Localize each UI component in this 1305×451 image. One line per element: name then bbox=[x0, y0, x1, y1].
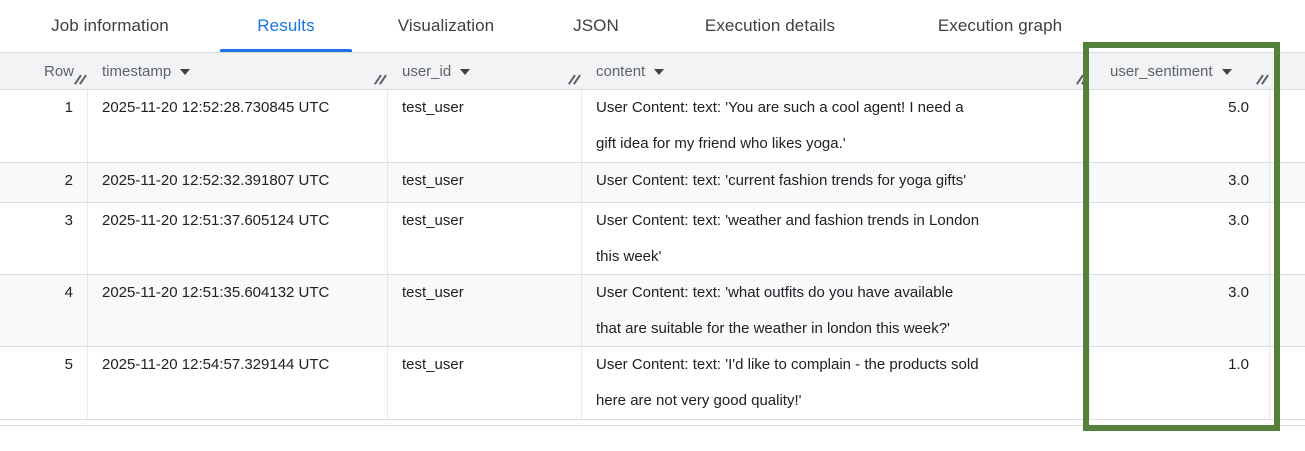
column-header-timestamp-label: timestamp bbox=[102, 63, 172, 80]
tab-execution-details[interactable]: Execution details bbox=[668, 0, 872, 52]
cell-user-id: test_user bbox=[388, 347, 582, 419]
cell-timestamp: 2025-11-20 12:51:37.605124 UTC bbox=[88, 203, 388, 274]
cell-trailing-pad bbox=[1270, 275, 1305, 346]
cell-content: User Content: text: 'weather and fashion… bbox=[582, 203, 1090, 274]
cell-timestamp: 2025-11-20 12:51:35.604132 UTC bbox=[88, 275, 388, 346]
cell-user-id: test_user bbox=[388, 163, 582, 202]
tab-job-information[interactable]: Job information bbox=[16, 0, 204, 52]
tab-json-label: JSON bbox=[573, 16, 619, 35]
column-header-content-label: content bbox=[596, 63, 646, 80]
cell-trailing-pad bbox=[1270, 203, 1305, 274]
column-header-user-id[interactable]: user_id bbox=[388, 53, 582, 90]
cell-user-sentiment: 3.0 bbox=[1090, 163, 1270, 202]
table-row[interactable]: 1 2025-11-20 12:52:28.730845 UTC test_us… bbox=[0, 90, 1305, 163]
chevron-down-icon[interactable] bbox=[460, 68, 471, 75]
cell-row-number: 3 bbox=[0, 203, 88, 274]
table-row[interactable]: 5 2025-11-20 12:54:57.329144 UTC test_us… bbox=[0, 347, 1305, 420]
column-header-row-label: Row bbox=[43, 63, 74, 80]
tab-visualization-label: Visualization bbox=[397, 16, 495, 35]
cell-timestamp: 2025-11-20 12:54:57.329144 UTC bbox=[88, 347, 388, 419]
results-tab-bar: Job information Results Visualization JS… bbox=[0, 0, 1305, 52]
cell-content: User Content: text: 'current fashion tre… bbox=[582, 163, 1090, 202]
cell-trailing-pad bbox=[1270, 163, 1305, 202]
column-header-user-id-label: user_id bbox=[402, 63, 452, 80]
column-header-user-sentiment[interactable]: user_sentiment bbox=[1090, 53, 1270, 90]
column-resize-handle-row[interactable] bbox=[74, 73, 88, 87]
cell-row-number: 2 bbox=[0, 163, 88, 202]
active-tab-underline bbox=[220, 49, 352, 52]
column-resize-handle-timestamp[interactable] bbox=[374, 73, 388, 87]
column-resize-handle-user-id[interactable] bbox=[568, 73, 582, 87]
tab-execution-graph-label: Execution graph bbox=[937, 16, 1063, 35]
cell-content: User Content: text: 'You are such a cool… bbox=[582, 90, 1090, 162]
cell-user-id: test_user bbox=[388, 90, 582, 162]
cell-row-number: 4 bbox=[0, 275, 88, 346]
chevron-down-icon[interactable] bbox=[1221, 68, 1232, 75]
tab-execution-details-label: Execution details bbox=[704, 16, 836, 35]
chevron-down-icon[interactable] bbox=[654, 68, 665, 75]
cell-user-id: test_user bbox=[388, 203, 582, 274]
table-row[interactable]: 4 2025-11-20 12:51:35.604132 UTC test_us… bbox=[0, 275, 1305, 347]
cell-user-sentiment: 1.0 bbox=[1090, 347, 1270, 419]
tab-job-information-label: Job information bbox=[51, 16, 169, 35]
column-resize-handle-content[interactable] bbox=[1076, 73, 1090, 87]
column-header-content[interactable]: content bbox=[582, 53, 1090, 90]
column-resize-handle-user-sentiment[interactable] bbox=[1256, 73, 1270, 87]
table-row[interactable]: 2 2025-11-20 12:52:32.391807 UTC test_us… bbox=[0, 163, 1305, 203]
cell-user-sentiment: 3.0 bbox=[1090, 203, 1270, 274]
cell-trailing-pad bbox=[1270, 347, 1305, 419]
table-bottom-divider bbox=[0, 425, 1305, 426]
tab-execution-graph[interactable]: Execution graph bbox=[900, 0, 1100, 52]
chevron-down-icon[interactable] bbox=[180, 68, 191, 75]
table-row[interactable]: 3 2025-11-20 12:51:37.605124 UTC test_us… bbox=[0, 203, 1305, 275]
tab-results-label: Results bbox=[257, 16, 315, 35]
cell-timestamp: 2025-11-20 12:52:28.730845 UTC bbox=[88, 90, 388, 162]
table-body: 1 2025-11-20 12:52:28.730845 UTC test_us… bbox=[0, 90, 1305, 420]
cell-user-sentiment: 3.0 bbox=[1090, 275, 1270, 346]
table-header-row: Row timestamp user_id content user_senti… bbox=[0, 52, 1305, 90]
tab-json[interactable]: JSON bbox=[548, 0, 644, 52]
cell-user-id: test_user bbox=[388, 275, 582, 346]
cell-row-number: 1 bbox=[0, 90, 88, 162]
column-header-row[interactable]: Row bbox=[0, 53, 88, 90]
column-header-user-sentiment-label: user_sentiment bbox=[1110, 63, 1213, 80]
cell-row-number: 5 bbox=[0, 347, 88, 419]
cell-user-sentiment: 5.0 bbox=[1090, 90, 1270, 162]
cell-timestamp: 2025-11-20 12:52:32.391807 UTC bbox=[88, 163, 388, 202]
cell-content: User Content: text: 'I'd like to complai… bbox=[582, 347, 1090, 419]
results-table: Row timestamp user_id content user_senti… bbox=[0, 52, 1305, 420]
cell-content: User Content: text: 'what outfits do you… bbox=[582, 275, 1090, 346]
cell-trailing-pad bbox=[1270, 90, 1305, 162]
tab-visualization[interactable]: Visualization bbox=[368, 0, 524, 52]
tab-results[interactable]: Results bbox=[220, 0, 352, 52]
column-header-timestamp[interactable]: timestamp bbox=[88, 53, 388, 90]
